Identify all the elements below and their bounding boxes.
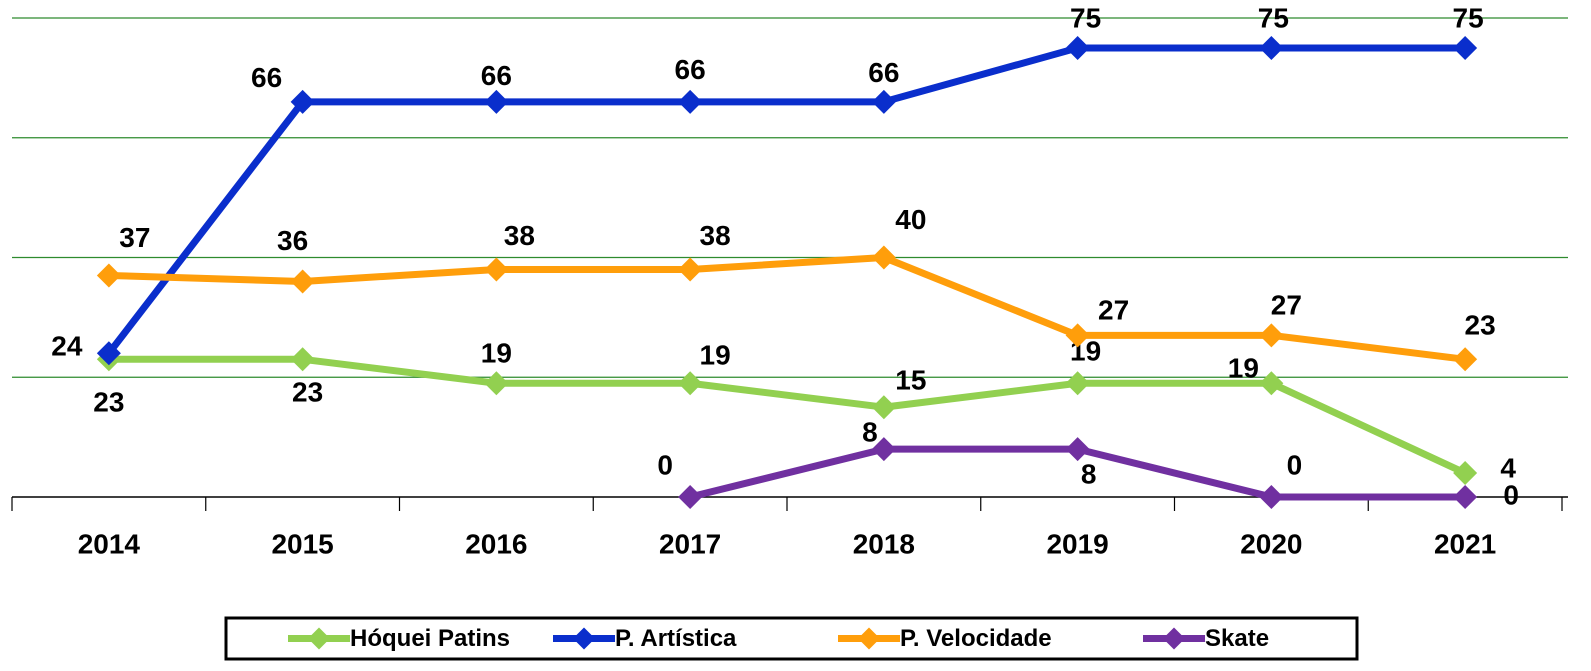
point-marker xyxy=(871,245,896,270)
data-label: 19 xyxy=(700,340,731,371)
legend-label: P. Artística xyxy=(615,625,737,652)
data-label: 0 xyxy=(1287,449,1303,480)
point-marker xyxy=(1259,35,1284,60)
data-label: 66 xyxy=(868,57,899,88)
point-marker xyxy=(1453,485,1478,509)
legend-marker xyxy=(573,627,595,650)
data-label: 15 xyxy=(895,365,926,396)
point-marker xyxy=(678,89,703,114)
data-label: 23 xyxy=(292,377,323,408)
series-line xyxy=(108,254,1466,363)
data-label: 38 xyxy=(700,220,731,251)
point-marker xyxy=(1453,347,1478,372)
point-marker xyxy=(290,347,315,372)
series-line xyxy=(108,355,1467,477)
x-tick-label: 2020 xyxy=(1240,528,1302,559)
point-marker xyxy=(484,371,509,396)
x-tick-label: 2015 xyxy=(271,528,333,559)
series-line xyxy=(106,44,1466,356)
data-label: 23 xyxy=(93,387,124,418)
point-marker xyxy=(1259,371,1284,396)
data-label: 40 xyxy=(895,204,926,235)
data-label: 8 xyxy=(1081,458,1097,489)
data-label: 66 xyxy=(251,62,282,93)
data-label: 27 xyxy=(1271,290,1302,321)
data-label: 38 xyxy=(504,220,535,251)
point-marker xyxy=(96,341,121,366)
data-label: 66 xyxy=(675,54,706,85)
point-marker xyxy=(871,437,896,462)
x-tick-label: 2018 xyxy=(853,528,915,559)
point-marker xyxy=(1065,323,1090,348)
point-marker xyxy=(1065,437,1090,462)
legend: Hóquei Patins P. Artística P. Velocidade Sk… xyxy=(224,616,1359,661)
point-marker xyxy=(678,257,703,282)
point-marker xyxy=(96,263,121,288)
legend-marker xyxy=(1163,627,1185,650)
point-marker xyxy=(871,395,896,420)
data-label: 37 xyxy=(119,222,150,253)
x-tick-label: 2014 xyxy=(78,528,141,559)
point-marker xyxy=(484,89,509,114)
legend-label: Skate xyxy=(1205,625,1269,652)
data-label: 0 xyxy=(1503,479,1519,510)
data-label: 27 xyxy=(1098,295,1129,326)
data-label: 19 xyxy=(481,338,512,369)
point-marker xyxy=(1453,35,1478,60)
data-label: 24 xyxy=(51,331,83,362)
x-tick-label: 2021 xyxy=(1434,528,1496,559)
point-marker xyxy=(290,269,315,294)
legend-marker xyxy=(858,627,880,650)
point-marker xyxy=(1259,485,1284,509)
data-label: 19 xyxy=(1228,353,1259,384)
data-label: 75 xyxy=(1070,2,1101,33)
data-label: 75 xyxy=(1453,2,1484,33)
legend-marker xyxy=(308,627,330,650)
data-label: 4 xyxy=(1500,452,1516,483)
data-label: 66 xyxy=(481,60,512,91)
legend-label: Hóquei Patins xyxy=(350,625,510,652)
data-label: 8 xyxy=(862,416,878,447)
x-tick-label: 2016 xyxy=(465,528,527,559)
point-marker xyxy=(1259,323,1284,348)
point-marker xyxy=(678,371,703,396)
point-marker xyxy=(871,89,896,114)
data-label: 75 xyxy=(1258,2,1289,33)
point-marker xyxy=(290,89,315,114)
point-marker xyxy=(484,257,509,282)
point-marker xyxy=(1453,461,1478,486)
data-label: 36 xyxy=(277,225,308,256)
legend-label: P. Velocidade xyxy=(900,625,1052,652)
data-label: 0 xyxy=(657,449,673,480)
point-marker xyxy=(1065,35,1090,60)
point-marker xyxy=(678,485,703,509)
x-tick-label: 2019 xyxy=(1046,528,1108,559)
data-label: 23 xyxy=(1465,310,1496,341)
point-marker xyxy=(1065,371,1090,396)
x-tick-label: 2017 xyxy=(659,528,721,559)
